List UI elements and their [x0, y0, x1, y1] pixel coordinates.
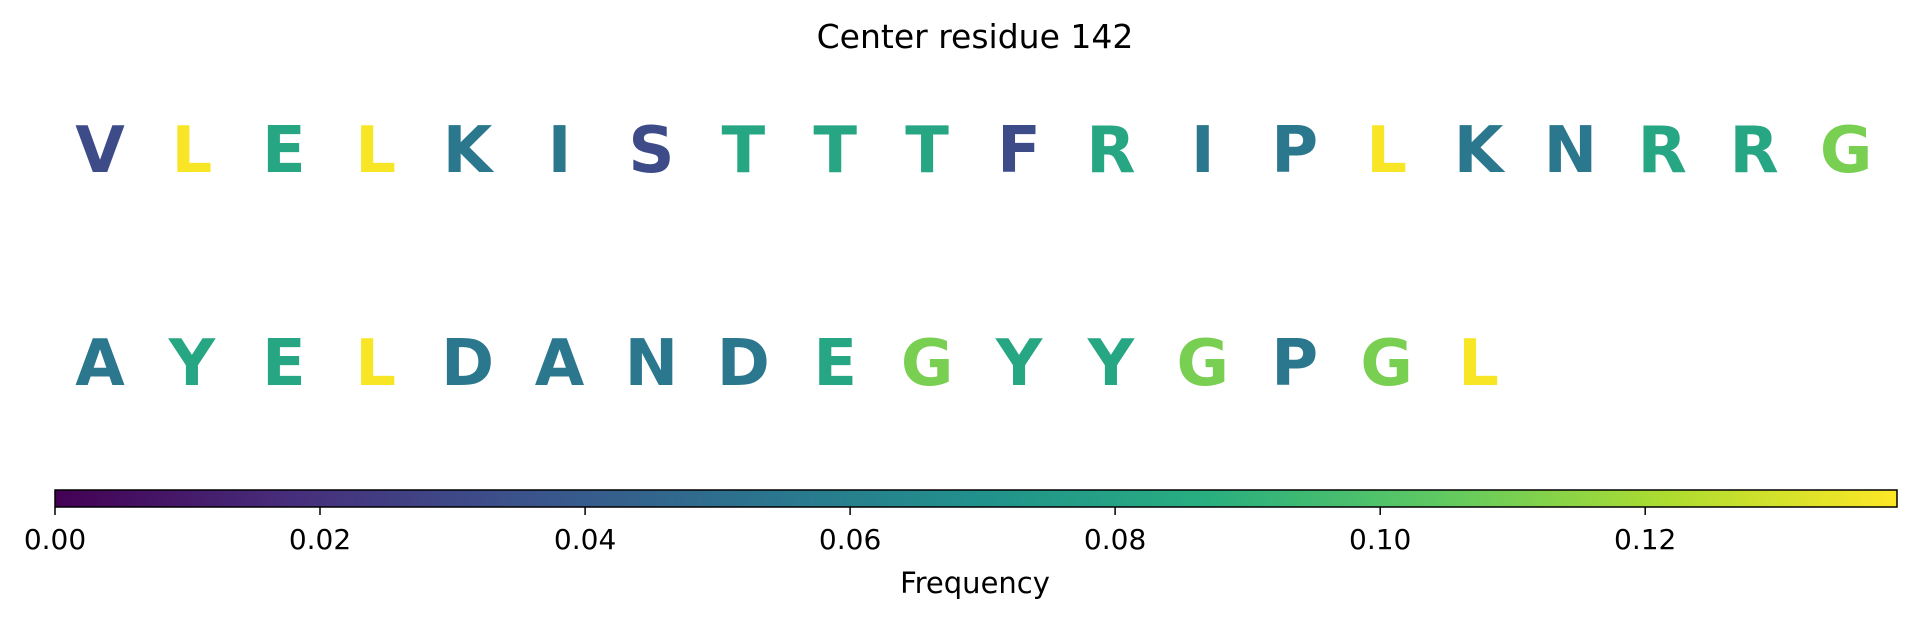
residue-letter: S — [628, 114, 674, 188]
colorbar-label: Frequency — [900, 566, 1050, 600]
residue-letter: L — [172, 114, 213, 188]
residue-letter: D — [717, 327, 770, 401]
colorbar-tick-label: 0.04 — [554, 523, 616, 556]
residue-letter: L — [355, 114, 396, 188]
colorbar-tick-label: 0.08 — [1084, 523, 1146, 556]
residue-letter: A — [535, 327, 585, 401]
residue-letter: G — [1360, 327, 1413, 401]
residue-letter: G — [1820, 114, 1873, 188]
colorbar-tick-label: 0.10 — [1349, 523, 1411, 556]
residue-letter: P — [1271, 114, 1318, 188]
colorbar-gradient — [54, 489, 1898, 508]
colorbar-tick-label: 0.12 — [1614, 523, 1676, 556]
colorbar-tick-label: 0.06 — [819, 523, 881, 556]
residue-letter: N — [1544, 114, 1598, 188]
residue-letter: T — [905, 114, 949, 188]
colorbar-tick-label: 0.02 — [289, 523, 351, 556]
residue-letter: Y — [168, 327, 216, 401]
residue-letter: G — [1177, 327, 1230, 401]
residue-letter: Y — [1087, 327, 1135, 401]
residue-letter: E — [262, 327, 306, 401]
colorbar-ticks: 0.00 0.02 0.04 0.06 0.08 0.10 0.12 — [24, 507, 1676, 556]
residue-letter: V — [75, 114, 125, 188]
residue-letter: A — [75, 327, 125, 401]
residue-letter: I — [548, 114, 572, 188]
residue-letter: E — [813, 327, 857, 401]
chart-title: Center residue 142 — [817, 17, 1134, 56]
residue-letter: I — [1191, 114, 1215, 188]
residue-letter: E — [262, 114, 306, 188]
colorbar-tick-label: 0.00 — [24, 523, 86, 556]
residue-letter: R — [1086, 114, 1135, 188]
residue-letter: N — [625, 327, 679, 401]
residue-letter: P — [1271, 327, 1318, 401]
residue-letter: R — [1730, 114, 1779, 188]
residue-letter: L — [1366, 114, 1407, 188]
residue-letter: Y — [995, 327, 1043, 401]
residue-rows: V L E L K I S T T T F R I P L K N R R GA Y E L D A N D E G Y Y G P G L — [75, 114, 1872, 401]
residue-letter: L — [1458, 327, 1499, 401]
residue-letter: K — [1454, 114, 1506, 188]
residue-letter: L — [355, 327, 396, 401]
colorbar: 0.00 0.02 0.04 0.06 0.08 0.10 0.12 Frequency — [24, 489, 1898, 600]
residue-letter: F — [997, 114, 1041, 188]
residue-letter: T — [813, 114, 857, 188]
residue-letter: K — [443, 114, 495, 188]
residue-letter: R — [1638, 114, 1687, 188]
residue-letter: G — [901, 327, 954, 401]
residue-letter: D — [441, 327, 494, 401]
residue-letter: T — [721, 114, 765, 188]
